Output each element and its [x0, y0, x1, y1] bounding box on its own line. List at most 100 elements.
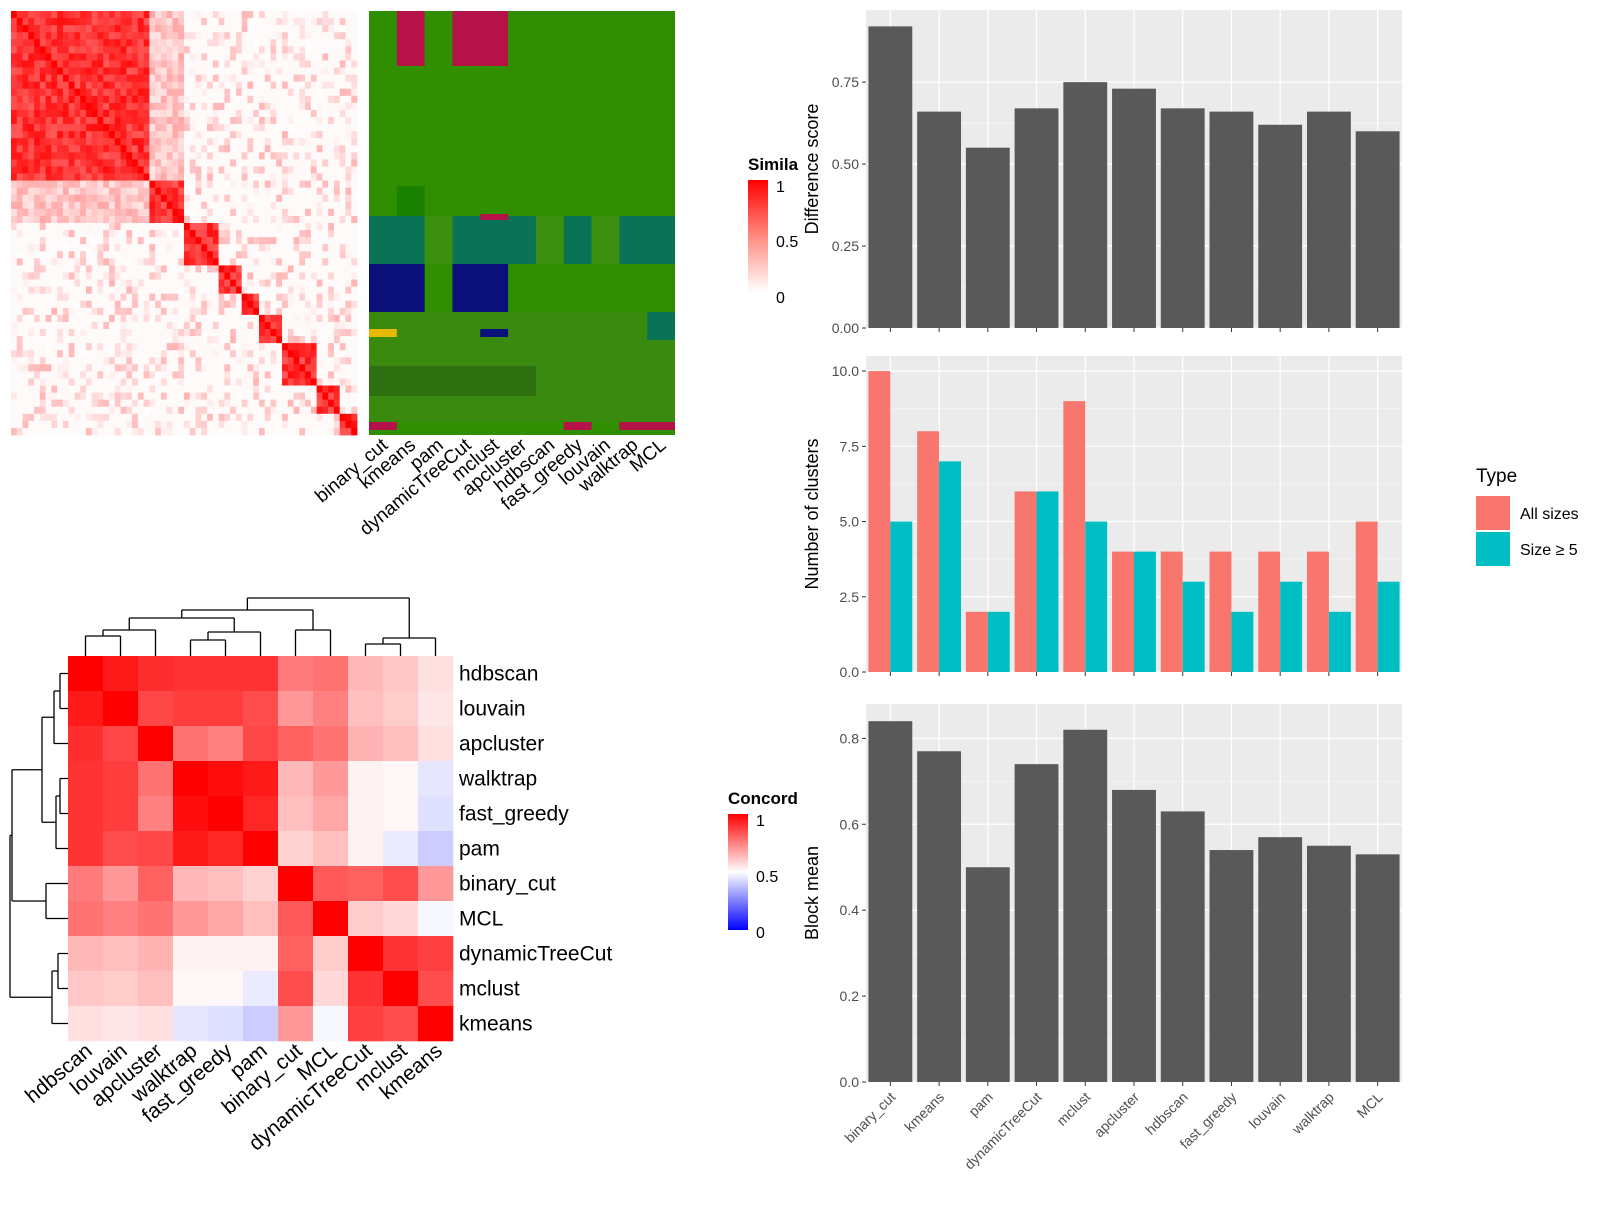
similarity-cell [189, 329, 196, 337]
similarity-cell [224, 244, 231, 252]
similarity-cell [51, 25, 58, 33]
similarity-cell [189, 321, 196, 330]
similarity-cell [62, 173, 70, 181]
similarity-cell [132, 46, 139, 54]
similarity-cell [109, 39, 116, 47]
similarity-cell [282, 95, 289, 104]
similarity-cell [333, 279, 341, 287]
similarity-cell [160, 39, 168, 47]
similarity-cell [333, 237, 341, 245]
similarity-cell [201, 18, 208, 26]
similarity-cell [91, 314, 98, 323]
similarity-cell [253, 378, 260, 386]
similarity-cell [305, 293, 312, 302]
similarity-cell [155, 208, 162, 217]
similarity-cell [39, 67, 46, 75]
similarity-cell [247, 321, 254, 330]
similarity-cell [253, 300, 260, 309]
similarity-cell [241, 32, 248, 40]
bar-apcluster [1112, 88, 1156, 328]
similarity-cell [316, 427, 323, 436]
similarity-cell [276, 201, 283, 210]
similarity-cell [258, 258, 266, 266]
similarity-cell [28, 166, 35, 174]
similarity-cell [339, 131, 346, 139]
similarity-cell [74, 215, 81, 224]
similarity-cell [345, 300, 352, 309]
similarity-cell [333, 293, 341, 302]
similarity-cell [51, 385, 58, 393]
similarity-cell [22, 343, 29, 351]
similarity-cell [184, 293, 191, 302]
similarity-heatmap [11, 11, 358, 436]
similarity-cell [132, 145, 139, 153]
y-tick-label: 7.5 [840, 438, 860, 454]
similarity-cell [28, 25, 35, 33]
similarity-cell [293, 187, 300, 196]
similarity-cell [270, 279, 277, 287]
similarity-cell [34, 201, 41, 210]
similarity-cell [184, 39, 191, 47]
concordance-cell-walktrap-binary_cut [278, 761, 314, 797]
similarity-cell [91, 95, 98, 104]
similarity-cell [132, 124, 139, 132]
similarity-cell [316, 166, 323, 174]
concordance-cell-apcluster-fast_greedy [208, 726, 244, 762]
similarity-cell [299, 88, 306, 97]
y-tick-label: 5.0 [840, 514, 860, 530]
similarity-cell [247, 180, 254, 189]
similarity-cell [310, 138, 318, 146]
similarity-cell [120, 109, 127, 118]
similarity-cell [230, 194, 237, 203]
similarity-cell [218, 329, 225, 337]
similarity-cell [166, 11, 173, 19]
similarity-cell [189, 53, 196, 61]
similarity-cell [149, 265, 156, 273]
similarity-cell [34, 102, 41, 111]
similarity-cell [287, 88, 294, 97]
similarity-cell [85, 117, 93, 125]
concordance-cell-pam-fast_greedy [208, 831, 244, 867]
similarity-cell [28, 46, 35, 54]
similarity-cell [120, 371, 127, 379]
similarity-cell [149, 300, 156, 309]
similarity-cell [160, 258, 168, 266]
similarity-cell [207, 194, 214, 203]
similarity-cell [57, 25, 64, 33]
similarity-cell [339, 194, 346, 203]
similarity-cell [160, 314, 168, 323]
similarity-cell [339, 286, 346, 295]
similarity-cell [97, 427, 104, 436]
similarity-cell [241, 329, 248, 337]
similarity-cell [120, 357, 127, 365]
similarity-cell [22, 131, 29, 139]
similarity-cell [28, 427, 35, 436]
similarity-cell [137, 385, 145, 393]
similarity-cell [126, 60, 133, 68]
similarity-cell [270, 117, 277, 125]
similarity-cell [316, 159, 323, 167]
similarity-cell [51, 11, 58, 19]
similarity-cell [109, 230, 116, 238]
similarity-cell [218, 67, 225, 75]
similarity-cell [184, 300, 191, 309]
similarity-cell [57, 67, 64, 75]
similarity-cell [137, 60, 145, 68]
similarity-cell [316, 230, 323, 238]
similarity-cell [149, 237, 156, 245]
similarity-cell [155, 145, 162, 153]
similarity-cell [11, 420, 18, 429]
similarity-cell [137, 300, 145, 309]
similarity-cell [339, 215, 346, 224]
similarity-cell [11, 336, 18, 344]
similarity-cell [166, 208, 173, 217]
similarity-cell [126, 265, 133, 273]
similarity-cell [45, 81, 52, 90]
similarity-cell [160, 18, 168, 26]
similarity-cell [305, 67, 312, 75]
similarity-cell [328, 286, 335, 295]
similarity-cell [316, 201, 323, 210]
similarity-cell [149, 244, 156, 252]
similarity-cell [109, 392, 116, 401]
similarity-cell [287, 46, 294, 54]
